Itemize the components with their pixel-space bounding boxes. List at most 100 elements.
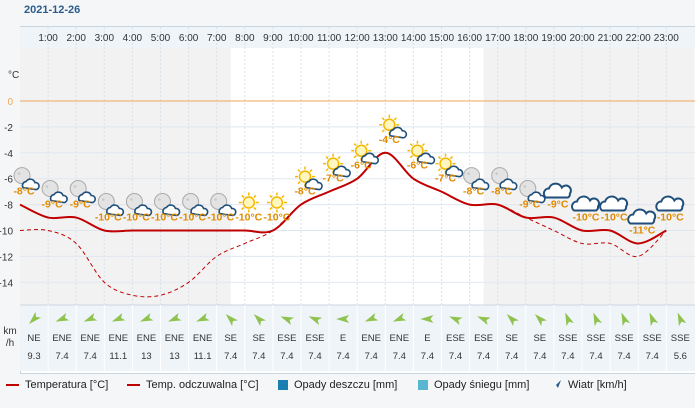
legend-rain-label: Opady deszczu [mm] [294, 379, 398, 391]
hour-tick-label: 13:00 [373, 33, 398, 44]
cloud-shape [388, 126, 408, 139]
temp-data-label: -10°C [179, 212, 206, 224]
temp-data-label: -7°C [323, 173, 345, 185]
moon-crater [495, 172, 498, 175]
sun-ray [437, 156, 442, 160]
sun-cloud-icon [323, 153, 351, 178]
wind-speed: 7.4 [393, 351, 406, 362]
cloud-shape [655, 195, 685, 212]
cloud-shape [304, 178, 323, 191]
temp-data-label: -4°C [379, 134, 401, 146]
wind-direction: ENE [165, 333, 185, 344]
moon-disc [210, 193, 228, 210]
temp-data-label: -10°C [657, 212, 684, 224]
sun-ray [281, 206, 285, 211]
wind-arrow-icon [477, 316, 491, 325]
temp-data-label: -10°C [207, 212, 234, 224]
wind-arrow-icon [449, 316, 463, 325]
wind-arrow-shape [225, 314, 238, 327]
wind-arrow-shape [111, 313, 126, 322]
wind-direction: NE [27, 333, 40, 344]
temp-data-label: -9°C [547, 199, 569, 211]
cloud-shape [218, 204, 237, 217]
wind-direction: SSE [643, 333, 662, 344]
y-tick-label: -14 [0, 278, 13, 289]
moon-disc [41, 180, 59, 198]
cloud-shape [190, 204, 209, 217]
sun-ray [409, 143, 413, 147]
wind-direction: E [340, 333, 346, 344]
wind-speed: 7.4 [449, 351, 462, 362]
wind-arrow-shape [280, 316, 294, 325]
moon-crater [186, 198, 189, 201]
hour-tick-label: 19:00 [541, 33, 566, 44]
hour-tick-label: 3:00 [95, 33, 115, 44]
wind-arrow-shape [565, 312, 574, 327]
sun-cloud-icon [379, 114, 408, 139]
wind-arrow-icon [196, 313, 210, 322]
wind-arrow-icon [420, 315, 434, 323]
cloud-icon [655, 195, 685, 212]
wind-direction: ENE [137, 333, 157, 344]
wind-speed: 7.4 [280, 351, 293, 362]
cloud-shape [49, 191, 68, 204]
hour-tick-label: 18:00 [513, 33, 538, 44]
wind-speed: 7.4 [55, 351, 68, 362]
cloud-shape [471, 178, 490, 191]
sun-ray [353, 155, 357, 159]
moon-disc [125, 193, 143, 210]
sun-cloud-icon [435, 153, 464, 178]
sun-cloud-icon [351, 140, 379, 165]
cloud-icon [542, 182, 572, 199]
cloud-shape [499, 178, 518, 191]
moon-disc [519, 180, 537, 198]
sun-ray [297, 181, 301, 185]
night-shade [483, 48, 695, 305]
moon-disc [13, 167, 31, 185]
wind-direction: ENE [52, 333, 72, 344]
wind-direction: ENE [80, 333, 100, 344]
wind-arrow-shape [168, 313, 182, 322]
sun-disc [270, 196, 284, 209]
temp-data-label: -10°C [263, 212, 290, 224]
wind-speed: 7.4 [646, 351, 659, 362]
sun-ray [353, 143, 357, 147]
moon-cloud-icon [182, 193, 209, 217]
cloud-shape [445, 165, 464, 178]
moon-crater [523, 185, 527, 188]
temp-data-label: -8°C [491, 186, 513, 198]
wind-speed: 7.4 [421, 351, 434, 362]
wind-arrow-icon [534, 314, 547, 327]
cloud-shape [134, 204, 153, 217]
moon-crater [158, 198, 161, 201]
hour-tick-label: 5:00 [151, 33, 171, 44]
moon-crater [45, 185, 49, 188]
sun-cloud-icon [295, 166, 323, 191]
wind-speed: 7.4 [365, 351, 378, 362]
legend-snow: Opady śniegu [mm] [418, 379, 529, 391]
wind-direction: E [424, 333, 430, 344]
wind-arrow-icon [253, 314, 266, 327]
sun-disc [242, 196, 256, 209]
y-tick-label: 0 [7, 97, 13, 108]
sun-ray [437, 168, 442, 172]
hour-tick-label: 1:00 [38, 33, 58, 44]
wind-direction: ENE [109, 333, 129, 344]
wind-speed: 11.1 [194, 351, 212, 362]
temp-data-label: -6°C [407, 160, 429, 172]
hour-tick-label: 10:00 [288, 33, 313, 44]
wind-arrow-icon [55, 313, 70, 322]
moon-crater [73, 185, 77, 188]
cloud-shape [105, 204, 125, 217]
cloud-shape [162, 204, 181, 217]
legend-temperature-swatch [6, 384, 19, 386]
cloud-shape [571, 195, 600, 212]
legend-rain-swatch [278, 380, 288, 390]
wind-speed: 13 [169, 351, 180, 362]
y-tick-label: -10 [0, 227, 13, 238]
hour-tick-label: 11:00 [317, 33, 342, 44]
wind-arrow-shape [55, 313, 70, 322]
hour-tick-label: 7:00 [207, 33, 227, 44]
legend-rain: Opady deszczu [mm] [278, 379, 397, 391]
